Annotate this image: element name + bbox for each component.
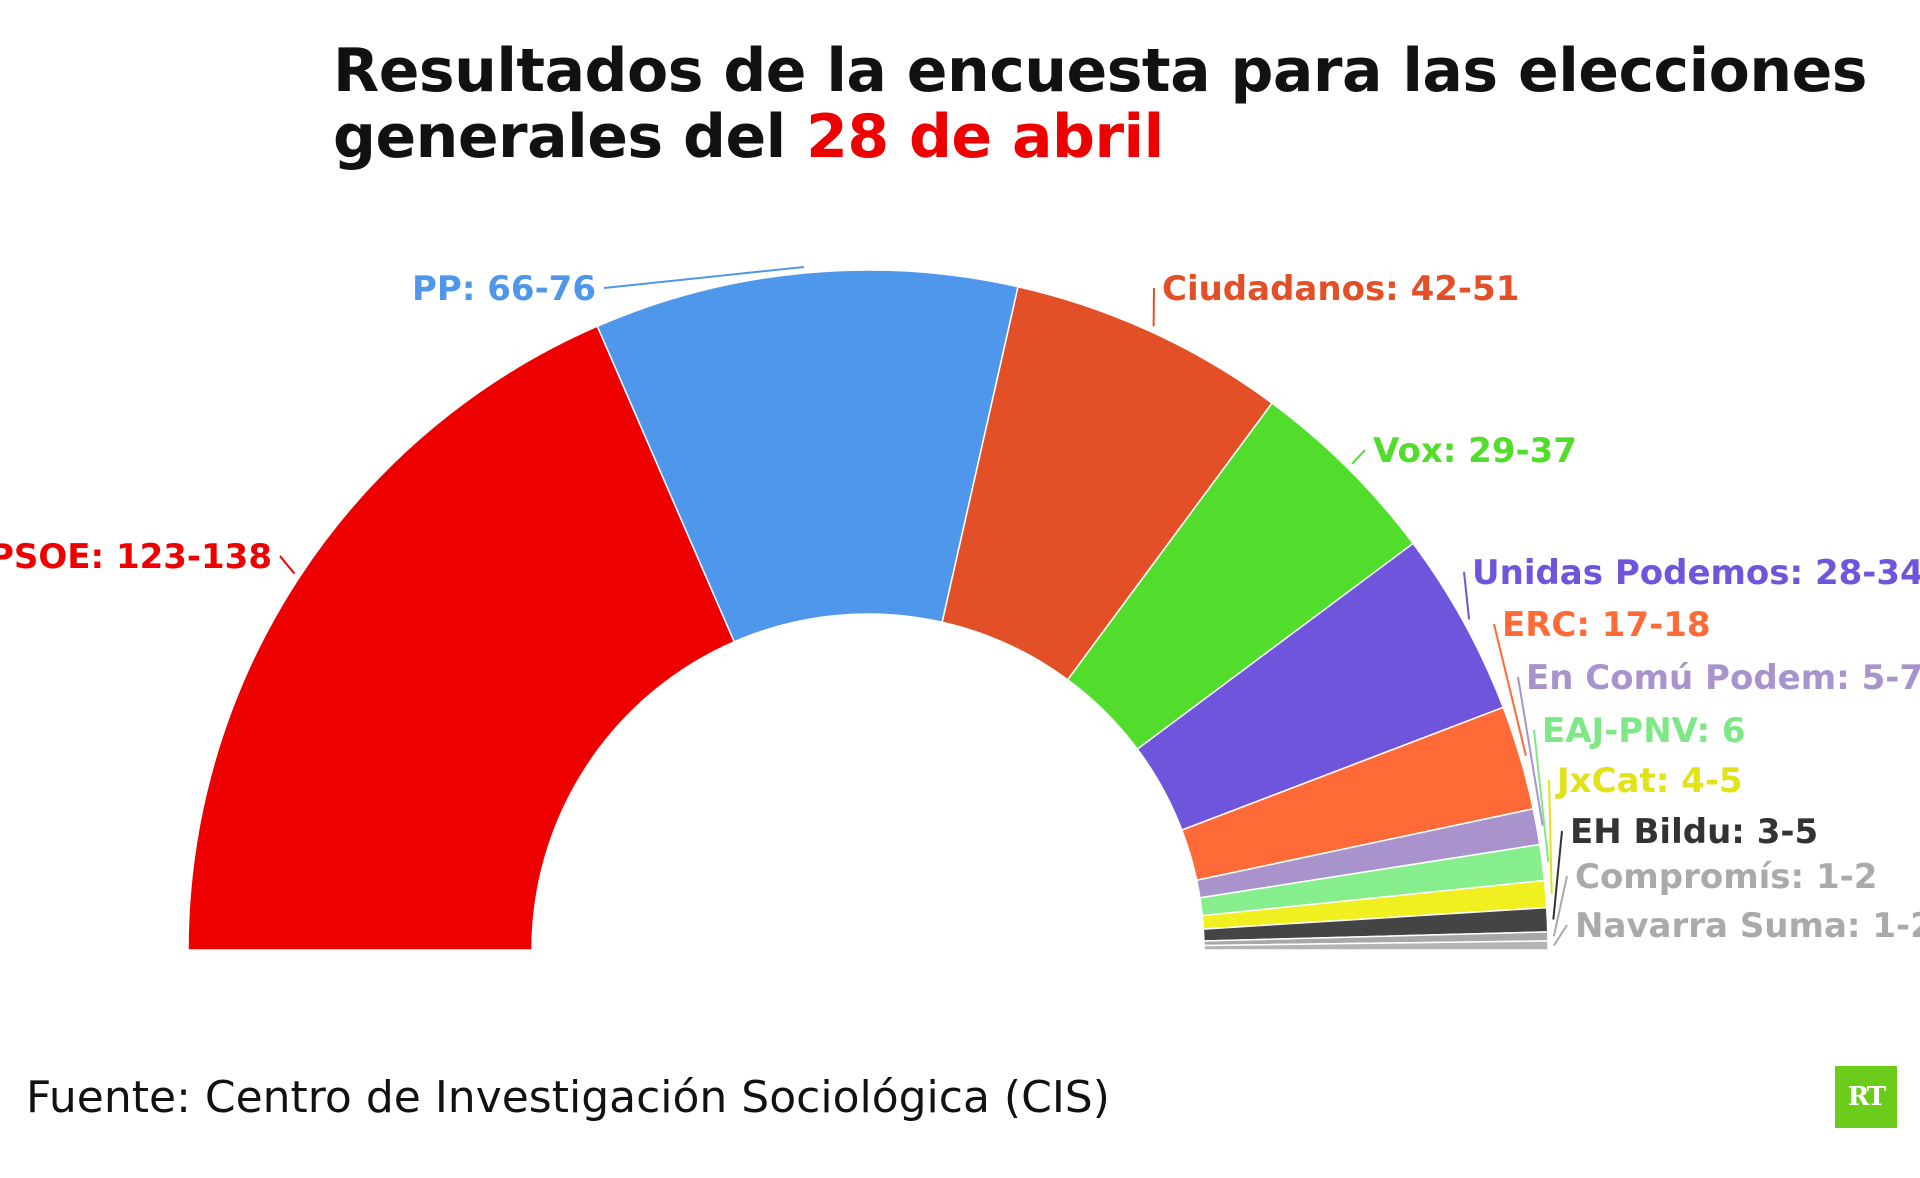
leader-line-navarra-suma xyxy=(1553,924,1568,946)
label-unidas-podemos: Unidas Podemos: 28-34 xyxy=(1472,553,1920,593)
label-compromis: Compromís: 1-2 xyxy=(1575,857,1877,897)
label-jxcat: JxCat: 4-5 xyxy=(1555,761,1743,801)
leader-line-compromis xyxy=(1552,875,1568,937)
leader-line-erc xyxy=(1493,623,1527,757)
label-eaj-pnv: EAJ-PNV: 6 xyxy=(1542,711,1746,751)
leader-line-psoe xyxy=(279,555,296,575)
slice-pp xyxy=(596,269,1019,643)
label-en-comu-podem: En Comú Podem: 5-7 xyxy=(1526,658,1920,698)
label-psoe: PSOE: 123-138 xyxy=(0,537,272,577)
label-erc: ERC: 17-18 xyxy=(1502,605,1711,645)
label-ciudadanos: Ciudadanos: 42-51 xyxy=(1162,269,1519,309)
label-vox: Vox: 29-37 xyxy=(1373,431,1577,471)
slice-psoe xyxy=(187,325,736,951)
leader-line-pp xyxy=(603,265,805,289)
slice-navarra-suma xyxy=(1203,940,1549,951)
leader-line-vox xyxy=(1351,449,1366,465)
title-main: Resultados de la encuesta para las elecc… xyxy=(333,36,1868,172)
leader-line-jxcat xyxy=(1548,779,1553,894)
label-navarra-suma: Navarra Suma: 1-2 xyxy=(1575,906,1920,946)
leader-line-unidas-podemos xyxy=(1463,571,1471,620)
leader-line-eaj-pnv xyxy=(1533,729,1550,862)
label-eh-bildu: EH Bildu: 3-5 xyxy=(1570,812,1818,852)
title-highlight: 28 de abril xyxy=(806,102,1164,172)
label-pp: PP: 66-76 xyxy=(412,269,596,309)
chart-title: Resultados de la encuesta para las elecc… xyxy=(333,38,1920,170)
source-note: Fuente: Centro de Investigación Sociológ… xyxy=(26,1072,1110,1123)
leader-line-en-comu-podem xyxy=(1517,676,1544,826)
rt-logo: RT xyxy=(1835,1066,1897,1128)
parliament-chart: PSOE: 123-138 PP: 66-76 Ciudadanos: 42-51 V… xyxy=(0,265,1920,951)
leader-line-eh-bildu xyxy=(1552,830,1563,920)
